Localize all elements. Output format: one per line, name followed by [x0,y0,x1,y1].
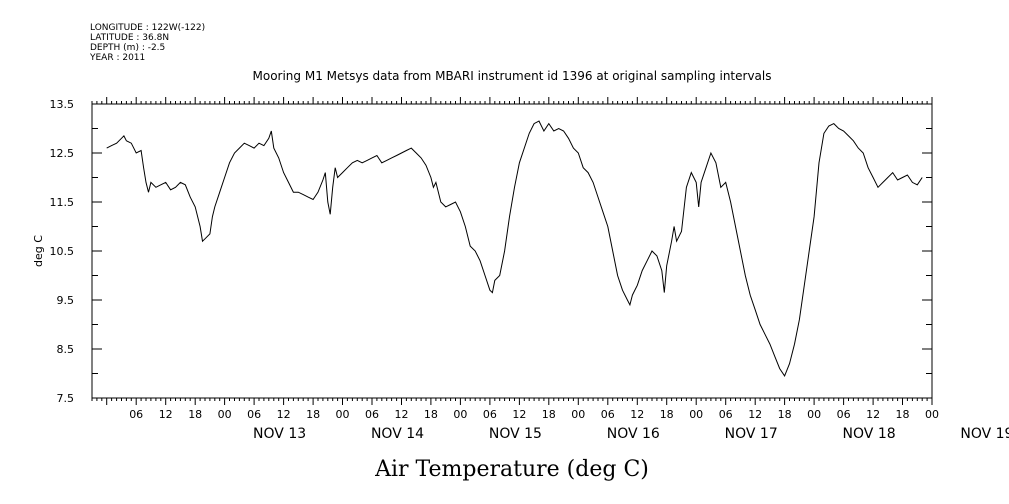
year-label: YEAR : 2011 [89,53,145,63]
x-day-label: NOV 18 [843,426,896,442]
x-hour-label: 18 [188,408,202,421]
x-hour-label: 18 [424,408,438,421]
air-temperature-line [106,120,923,377]
x-hour-label: 18 [306,408,320,421]
x-hour-label: 12 [277,408,291,421]
x-day-label: NOV 19 [960,426,1009,442]
x-hour-label: 00 [218,408,232,421]
x-day-label: NOV 13 [253,426,306,442]
x-day-label: NOV 15 [489,426,542,442]
x-hour-label: 18 [896,408,910,421]
x-hour-label: 12 [866,408,880,421]
y-tick-label: 10.5 [50,245,75,258]
x-hour-label: 06 [129,408,143,421]
x-hour-label: 12 [395,408,409,421]
x-axis-title: Air Temperature (deg C) [374,457,649,482]
y-tick-label: 9.5 [57,294,75,307]
longitude-label: LONGITUDE : 122W(-122) [90,23,205,33]
x-hour-label: 00 [453,408,467,421]
x-hour-label: 06 [719,408,733,421]
y-tick-label: 12.5 [50,147,75,160]
x-hour-label: 12 [748,408,762,421]
header-metadata: LONGITUDE : 122W(-122) LATITUDE : 36.8N … [89,23,205,63]
x-hour-label: 12 [630,408,644,421]
x-day-label: NOV 17 [725,426,778,442]
y-axis-label: deg C [32,235,45,267]
x-hour-label: 06 [837,408,851,421]
chart-title: Mooring M1 Metsys data from MBARI instru… [253,69,772,83]
x-hour-label: 18 [542,408,556,421]
x-hour-label: 12 [159,408,173,421]
x-hour-label: 00 [925,408,939,421]
x-hour-label: 06 [483,408,497,421]
y-axis: 7.5 8.5 9.5 10.5 11.5 12.5 13.5 [50,98,932,405]
y-tick-label: 11.5 [50,196,75,209]
x-hour-label: 00 [336,408,350,421]
x-hour-label: 00 [571,408,585,421]
x-hour-label: 00 [689,408,703,421]
x-axis: 06 12 18 00 06 12 18 00 06 12 18 00 06 12 18 00 06 12 18 00… [91,97,1009,442]
depth-label: DEPTH (m) : -2.5 [90,43,165,53]
x-hour-label: 06 [365,408,379,421]
latitude-label: LATITUDE : 36.8N [90,33,169,43]
x-hour-label: 06 [601,408,615,421]
x-day-label: NOV 16 [607,426,660,442]
x-hour-label: 12 [512,408,526,421]
x-hour-label: 06 [247,408,261,421]
y-tick-label: 7.5 [57,392,75,405]
x-hour-label: 00 [807,408,821,421]
y-tick-label: 8.5 [57,343,75,356]
y-tick-label: 13.5 [50,98,75,111]
x-hour-label: 18 [660,408,674,421]
x-day-label: NOV 14 [371,426,424,442]
x-hour-label: 18 [778,408,792,421]
